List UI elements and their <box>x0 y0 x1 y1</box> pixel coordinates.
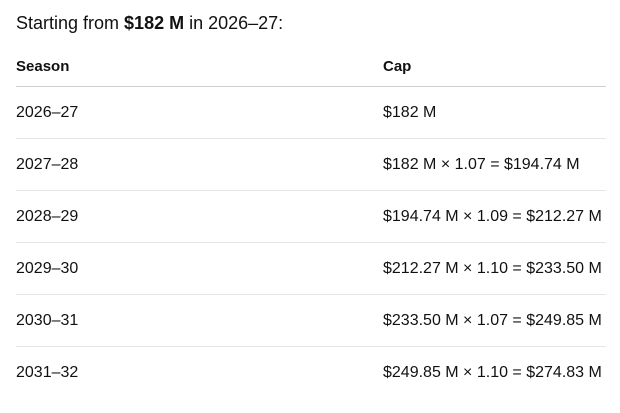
table-row: 2029–30 $212.27 M × 1.10 = $233.50 M <box>16 243 606 295</box>
intro-prefix: Starting from <box>16 13 125 33</box>
cap-cell: $194.74 M × 1.09 = $212.27 M <box>383 207 602 225</box>
cap-cell: $182 M <box>383 103 437 121</box>
season-column-header: Season <box>16 58 70 75</box>
cap-cell: $249.85 M × 1.10 = $274.83 M <box>383 364 602 381</box>
table-row: 2028–29 $194.74 M × 1.09 = $212.27 M <box>16 191 606 243</box>
cap-cell: $182 M × 1.07 = $194.74 M <box>383 155 580 173</box>
table-header-row: Season Cap <box>16 52 606 87</box>
cap-column-header: Cap <box>383 58 412 75</box>
season-cell: 2027–28 <box>16 155 79 173</box>
season-cell: 2029–30 <box>16 259 79 277</box>
cap-cell: $212.27 M × 1.10 = $233.50 M <box>383 259 602 277</box>
season-cell: 2026–27 <box>16 103 79 121</box>
table-row: 2031–32 $249.85 M × 1.10 = $274.83 M <box>16 347 606 399</box>
table-row: 2027–28 $182 M × 1.07 = $194.74 M <box>16 139 606 191</box>
cap-cell: $233.50 M × 1.07 = $249.85 M <box>383 311 602 329</box>
intro-sentence: Starting from $182 M in 2026–27: <box>16 11 283 35</box>
table-row: 2030–31 $233.50 M × 1.07 = $249.85 M <box>16 295 606 347</box>
cap-table: Season Cap 2026–27 $182 M 2027–28 $182 M… <box>16 52 606 399</box>
intro-amount: $182 M <box>124 13 185 33</box>
season-cell: 2031–32 <box>16 364 79 381</box>
season-cell: 2030–31 <box>16 311 79 329</box>
table-row: 2026–27 $182 M <box>16 87 606 139</box>
intro-suffix: in 2026–27: <box>184 13 284 33</box>
season-cell: 2028–29 <box>16 207 79 225</box>
